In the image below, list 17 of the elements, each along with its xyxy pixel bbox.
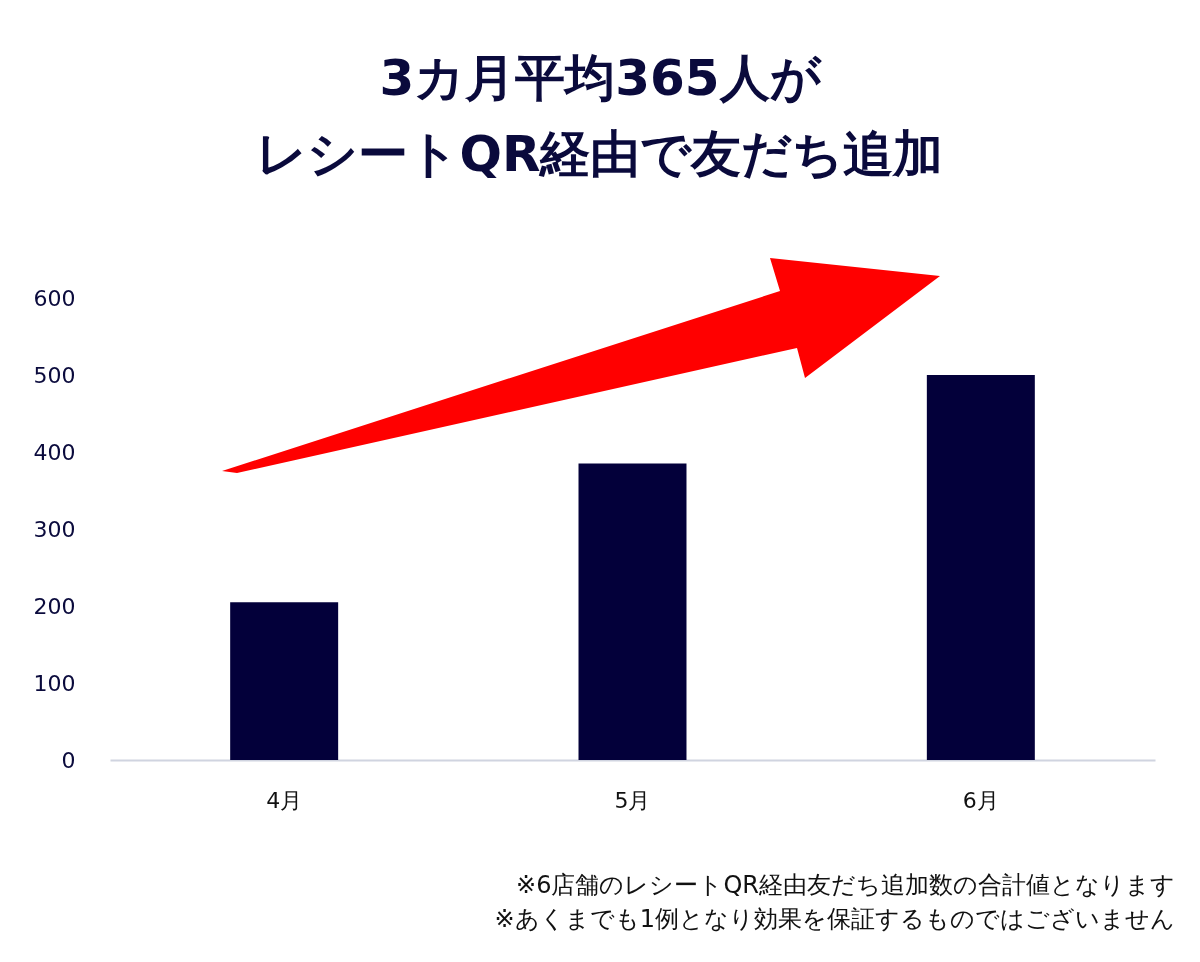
y-tick-label: 500 [33, 362, 76, 388]
bar [230, 602, 339, 760]
x-tick-label: 4月 [266, 787, 303, 813]
bar [578, 463, 687, 760]
x-tick-label: 5月 [614, 787, 651, 813]
text: ※6店舗のレシートQR経由友だち追加数の合計値となります [515, 870, 1175, 901]
y-tick-label: 0 [61, 747, 76, 773]
chart-subtitle: レシートQR経由で友だち追加 [255, 124, 945, 185]
chart-title: 3カ月平均365人が [378, 48, 823, 109]
text: ※あくまでも1例となり効果を保証するものではございません [494, 904, 1175, 935]
y-tick-label: 200 [33, 593, 76, 619]
bar [926, 375, 1035, 760]
y-tick-label: 100 [33, 670, 76, 696]
y-tick-label: 300 [33, 516, 76, 542]
y-tick-label: 400 [33, 439, 76, 465]
y-tick-label: 600 [33, 285, 76, 311]
x-tick-label: 6月 [962, 787, 999, 813]
